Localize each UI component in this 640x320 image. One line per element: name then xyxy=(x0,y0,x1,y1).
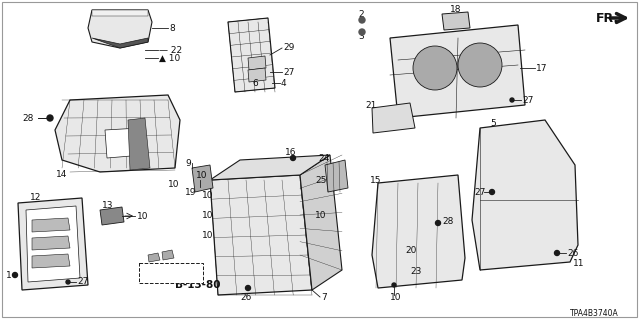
Text: 21: 21 xyxy=(365,100,376,109)
Text: 3: 3 xyxy=(358,31,364,41)
Text: 20: 20 xyxy=(405,245,417,254)
Circle shape xyxy=(510,98,514,102)
Text: 12: 12 xyxy=(30,193,42,202)
Circle shape xyxy=(246,285,250,291)
Text: TPA4B3740A: TPA4B3740A xyxy=(570,308,619,317)
Text: 17: 17 xyxy=(536,63,547,73)
Circle shape xyxy=(435,220,440,226)
Text: 11: 11 xyxy=(573,260,584,268)
FancyBboxPatch shape xyxy=(139,263,203,283)
Circle shape xyxy=(47,115,53,121)
Text: 27: 27 xyxy=(77,277,88,286)
Circle shape xyxy=(458,43,502,87)
Circle shape xyxy=(554,251,559,255)
Text: 25: 25 xyxy=(315,175,326,185)
Text: 10: 10 xyxy=(202,230,214,239)
Text: — 22: — 22 xyxy=(159,45,182,54)
Polygon shape xyxy=(210,155,330,180)
Text: 27: 27 xyxy=(283,68,294,76)
Text: 4: 4 xyxy=(281,78,287,87)
Polygon shape xyxy=(128,118,150,170)
Text: 15: 15 xyxy=(370,175,381,185)
Text: 27: 27 xyxy=(474,188,485,196)
Polygon shape xyxy=(148,253,160,262)
Text: 29: 29 xyxy=(283,43,294,52)
Circle shape xyxy=(359,17,365,23)
Polygon shape xyxy=(372,175,465,288)
Text: 16: 16 xyxy=(285,148,296,156)
Text: 10: 10 xyxy=(137,212,148,220)
Circle shape xyxy=(359,29,365,35)
Text: 13: 13 xyxy=(102,201,113,210)
Circle shape xyxy=(13,273,17,277)
Text: 28: 28 xyxy=(442,217,453,226)
Polygon shape xyxy=(248,68,266,82)
Polygon shape xyxy=(26,206,80,282)
Circle shape xyxy=(291,156,296,161)
Polygon shape xyxy=(300,155,342,290)
Text: 10: 10 xyxy=(390,293,401,302)
Text: FR.: FR. xyxy=(596,12,619,25)
Text: 26: 26 xyxy=(240,292,252,301)
Polygon shape xyxy=(472,120,578,270)
Polygon shape xyxy=(325,160,348,192)
Text: 1: 1 xyxy=(6,270,12,279)
Polygon shape xyxy=(105,128,143,158)
Text: 19: 19 xyxy=(185,188,196,196)
Polygon shape xyxy=(88,10,152,48)
Polygon shape xyxy=(18,198,88,290)
Polygon shape xyxy=(210,175,312,295)
Polygon shape xyxy=(162,250,174,260)
Text: 10: 10 xyxy=(202,211,214,220)
Polygon shape xyxy=(100,207,124,225)
Text: 2: 2 xyxy=(358,10,364,19)
Text: 10: 10 xyxy=(202,190,214,199)
Text: 9: 9 xyxy=(185,158,191,167)
Text: 8: 8 xyxy=(169,23,175,33)
Polygon shape xyxy=(92,38,148,48)
Text: 26: 26 xyxy=(567,249,579,258)
Polygon shape xyxy=(248,56,266,70)
Text: 7: 7 xyxy=(321,292,327,301)
Text: 23: 23 xyxy=(410,268,421,276)
Text: 5: 5 xyxy=(490,118,496,127)
Polygon shape xyxy=(442,12,470,30)
Polygon shape xyxy=(390,25,525,118)
Text: B-13-80: B-13-80 xyxy=(175,280,221,290)
Text: 10: 10 xyxy=(315,211,326,220)
Polygon shape xyxy=(192,165,213,192)
Polygon shape xyxy=(372,103,415,133)
Polygon shape xyxy=(32,236,70,250)
Text: 6: 6 xyxy=(252,78,258,87)
Text: ▲ 10: ▲ 10 xyxy=(159,53,180,62)
Text: 14: 14 xyxy=(56,170,67,179)
Text: 28: 28 xyxy=(22,114,33,123)
Polygon shape xyxy=(55,95,180,172)
Polygon shape xyxy=(32,218,70,232)
Circle shape xyxy=(413,46,457,90)
Polygon shape xyxy=(92,10,148,16)
Circle shape xyxy=(66,280,70,284)
Polygon shape xyxy=(228,18,275,92)
Circle shape xyxy=(392,283,396,287)
Text: 24: 24 xyxy=(318,154,329,163)
Text: 10: 10 xyxy=(168,180,179,188)
Circle shape xyxy=(490,189,495,195)
Text: 18: 18 xyxy=(450,4,461,13)
Polygon shape xyxy=(32,254,70,268)
Text: 27: 27 xyxy=(522,95,533,105)
Text: 10: 10 xyxy=(196,171,207,180)
